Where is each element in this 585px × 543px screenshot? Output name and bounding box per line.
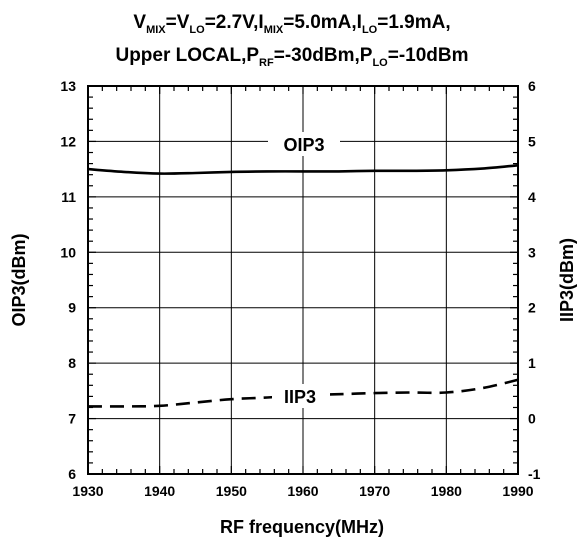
series-line-iip3	[87, 378, 519, 408]
iip3-label-background	[272, 384, 330, 408]
x-tick-label: 1990	[502, 483, 533, 499]
title-run: LO	[362, 24, 378, 36]
x-tick-labels: 1930 1940 1950 1960 1970 1980 1990	[72, 483, 533, 499]
series-line-oip3	[87, 164, 519, 175]
x-tick-label: 1940	[144, 483, 175, 499]
y-left-tick-labels: 6 7 8 9 10 11 12 13	[60, 78, 76, 482]
x-tick-label: 1950	[216, 483, 247, 499]
title-run: MIX	[146, 24, 166, 36]
y-axis-left-label: OIP3(dBm)	[9, 233, 29, 326]
oip3-series-label: OIP3	[283, 135, 324, 155]
x-tick-label: 1960	[287, 483, 318, 499]
y-left-tick-label: 11	[61, 189, 76, 205]
y-left-tick-label: 9	[68, 300, 76, 316]
y-left-tick-label: 13	[60, 78, 76, 94]
y-right-tick-labels: -1 0 1 2 3 4 5 6	[528, 78, 541, 482]
y-right-tick-label: 5	[528, 133, 536, 149]
chart-title-line-1: VMIX=VLO=2.7V,IMIX=5.0mA,ILO=1.9mA,	[133, 12, 450, 36]
title-run: =-30dBm,P	[274, 45, 373, 66]
title-run: =2.7V,I	[205, 12, 264, 33]
y-right-tick-label: 2	[528, 300, 536, 316]
title-run: =1.9mA,	[377, 12, 450, 33]
title-run: V	[133, 12, 146, 33]
y-left-tick-label: 10	[60, 244, 76, 260]
y-left-tick-label: 12	[60, 133, 76, 149]
y-right-tick-label: 6	[528, 78, 536, 94]
y-right-tick-label: 1	[528, 355, 536, 371]
title-run: =-10dBm	[388, 45, 469, 66]
y-right-tick-label: -1	[528, 466, 541, 482]
y-right-tick-label: 0	[528, 411, 536, 427]
series-group	[87, 164, 519, 408]
x-tick-label: 1980	[431, 483, 462, 499]
y-left-tick-label: 7	[68, 411, 76, 427]
title-run: Upper LOCAL,P	[115, 45, 259, 66]
y-right-tick-label: 3	[528, 244, 536, 260]
title-run: RF	[259, 57, 274, 69]
iip3-series-label: IIP3	[284, 387, 316, 407]
title-run: LO	[372, 57, 388, 69]
y-left-tick-label: 6	[68, 466, 76, 482]
x-axis-label: RF frequency(MHz)	[220, 517, 384, 537]
x-tick-label: 1970	[359, 483, 390, 499]
y-left-tick-label: 8	[68, 355, 76, 371]
title-run: MIX	[264, 24, 284, 36]
oip3-label-background	[268, 132, 340, 156]
y-right-tick-label: 4	[528, 189, 536, 205]
chart-title-line-2: Upper LOCAL,PRF=-30dBm,PLO=-10dBm	[115, 45, 468, 69]
x-tick-label: 1930	[72, 483, 103, 499]
y-axis-right-label: IIP3(dBm)	[557, 238, 577, 322]
plot-frame	[87, 85, 519, 475]
title-run: =5.0mA,I	[283, 12, 362, 33]
title-run: LO	[189, 24, 205, 36]
title-run: =V	[166, 12, 190, 33]
